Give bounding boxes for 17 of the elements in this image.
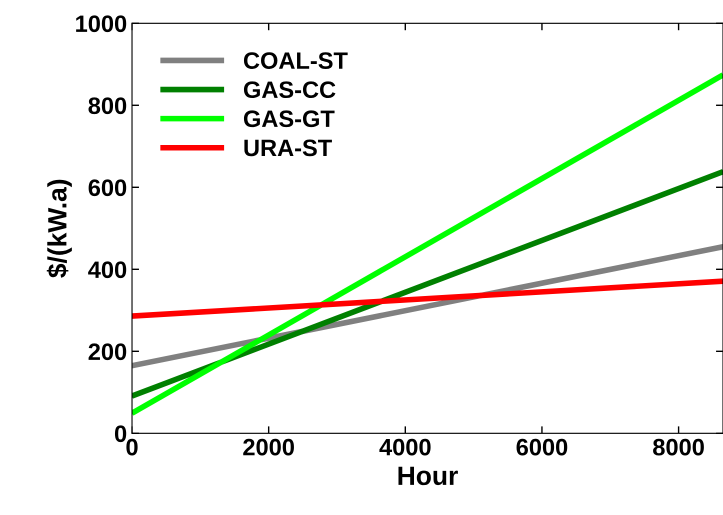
x-tick-label: 6000 — [516, 438, 568, 456]
y-axis-title: $/(kW.a) — [46, 180, 72, 278]
y-tick-label: 400 — [88, 261, 126, 278]
legend-label: URA-ST — [244, 140, 332, 156]
legend-label: COAL-ST — [244, 52, 348, 69]
legend-label: GAS-GT — [244, 110, 335, 128]
y-tick-label: 0 — [114, 425, 126, 442]
x-tick-label: 2000 — [243, 438, 294, 456]
y-tick-label: 600 — [88, 179, 126, 196]
x-tick-label: 8000 — [653, 438, 704, 456]
x-axis-title: Hour — [398, 466, 458, 486]
y-tick-label: 1000 — [76, 15, 126, 32]
y-tick-label: 800 — [88, 97, 126, 114]
x-tick-label: 4000 — [379, 438, 431, 456]
y-tick-label: 200 — [88, 343, 126, 360]
legend-label: GAS-CC — [244, 81, 336, 98]
x-tick-label: 0 — [126, 438, 138, 456]
